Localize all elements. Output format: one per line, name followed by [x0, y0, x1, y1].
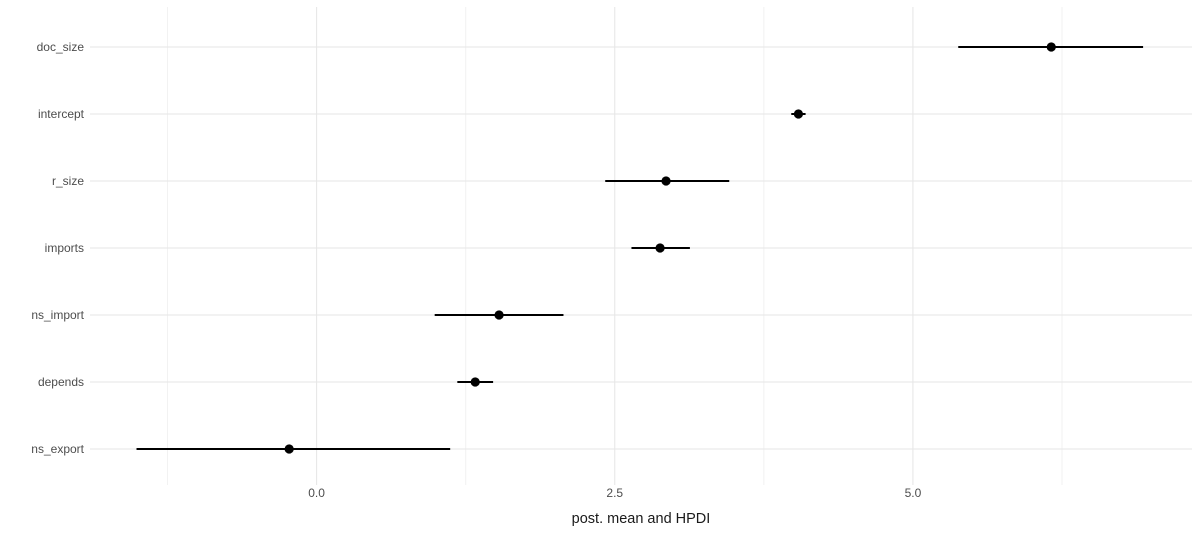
posterior-mean-point	[655, 243, 665, 253]
y-category-label: r_size	[52, 174, 84, 188]
x-tick-label: 5.0	[905, 486, 922, 500]
y-category-label: ns_import	[31, 308, 84, 322]
x-tick-label: 0.0	[308, 486, 325, 500]
y-category-label: depends	[38, 375, 84, 389]
posterior-mean-point	[1046, 42, 1056, 52]
x-axis-title: post. mean and HPDI	[571, 511, 711, 527]
y-category-label: imports	[45, 241, 84, 255]
posterior-mean-point	[793, 109, 804, 119]
posterior-mean-point	[284, 444, 294, 454]
posterior-mean-point	[661, 176, 671, 186]
x-tick-label: 2.5	[606, 486, 623, 500]
y-category-label: doc_size	[37, 40, 85, 54]
posterior-mean-point	[494, 310, 504, 320]
posterior-mean-point	[470, 377, 480, 387]
y-category-label: intercept	[38, 107, 85, 121]
y-category-label: ns_export	[31, 442, 84, 456]
